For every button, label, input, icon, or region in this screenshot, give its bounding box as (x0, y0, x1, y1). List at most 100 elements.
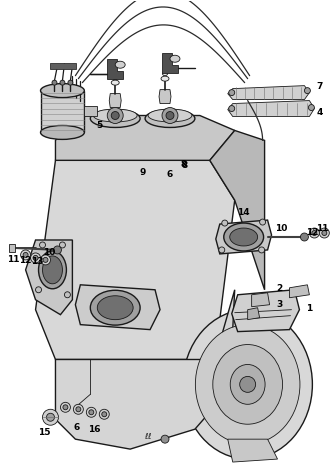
Text: 7: 7 (316, 82, 323, 91)
Ellipse shape (230, 228, 258, 246)
Text: 15: 15 (38, 428, 51, 437)
Circle shape (31, 253, 41, 263)
Circle shape (43, 257, 48, 262)
Ellipse shape (170, 55, 180, 62)
Circle shape (52, 80, 57, 85)
Circle shape (47, 413, 55, 421)
Circle shape (308, 104, 314, 111)
Circle shape (162, 107, 178, 124)
Circle shape (222, 220, 228, 226)
Circle shape (54, 246, 62, 254)
Circle shape (36, 287, 42, 293)
Ellipse shape (224, 223, 264, 251)
Text: 16: 16 (88, 425, 101, 434)
Text: 8: 8 (182, 161, 188, 170)
Polygon shape (228, 86, 309, 100)
Text: 11: 11 (316, 224, 329, 233)
Polygon shape (36, 161, 235, 360)
Polygon shape (289, 285, 309, 298)
Polygon shape (56, 290, 235, 449)
Text: 4: 4 (316, 108, 323, 117)
Ellipse shape (230, 364, 265, 404)
Circle shape (86, 407, 96, 417)
Polygon shape (109, 94, 121, 107)
Circle shape (304, 87, 310, 94)
Circle shape (64, 292, 70, 298)
Circle shape (89, 410, 94, 415)
Polygon shape (216, 220, 271, 254)
Text: 8: 8 (181, 160, 187, 169)
Circle shape (319, 228, 329, 238)
Ellipse shape (97, 296, 133, 320)
Text: $\ell\ell$: $\ell\ell$ (144, 431, 152, 441)
Text: 13: 13 (31, 257, 44, 266)
Ellipse shape (183, 310, 312, 459)
Text: 11: 11 (7, 256, 20, 265)
Circle shape (68, 80, 73, 85)
Text: 6: 6 (73, 423, 80, 432)
Polygon shape (51, 63, 76, 69)
Circle shape (309, 228, 319, 238)
Ellipse shape (115, 61, 125, 68)
Polygon shape (159, 90, 171, 104)
Circle shape (219, 247, 225, 253)
Polygon shape (75, 285, 160, 330)
Circle shape (41, 255, 51, 265)
Circle shape (63, 405, 68, 410)
Polygon shape (9, 244, 15, 252)
Text: 2: 2 (276, 284, 283, 293)
Circle shape (300, 233, 308, 241)
Text: 12: 12 (19, 256, 32, 266)
Circle shape (259, 247, 265, 253)
Circle shape (60, 242, 65, 248)
Ellipse shape (43, 256, 62, 284)
Circle shape (40, 242, 46, 248)
Ellipse shape (41, 125, 84, 139)
Circle shape (76, 407, 81, 412)
Circle shape (23, 252, 28, 257)
Circle shape (322, 230, 327, 236)
Text: 6: 6 (167, 170, 173, 179)
Text: 5: 5 (96, 121, 103, 130)
Polygon shape (248, 308, 260, 320)
Polygon shape (162, 53, 178, 73)
Text: 10: 10 (275, 224, 288, 233)
Circle shape (107, 107, 123, 124)
Ellipse shape (213, 344, 282, 424)
Ellipse shape (163, 72, 167, 76)
Ellipse shape (145, 110, 195, 127)
Circle shape (260, 219, 266, 225)
Ellipse shape (41, 84, 84, 97)
Ellipse shape (111, 80, 119, 85)
Polygon shape (56, 115, 235, 161)
Circle shape (43, 409, 59, 425)
Polygon shape (41, 91, 84, 133)
Circle shape (240, 376, 256, 392)
Ellipse shape (93, 109, 137, 122)
Circle shape (33, 256, 38, 260)
Circle shape (60, 80, 65, 85)
Circle shape (111, 112, 119, 120)
Polygon shape (26, 240, 72, 314)
Circle shape (102, 412, 107, 417)
Polygon shape (107, 59, 123, 79)
Polygon shape (252, 293, 270, 307)
Text: 14: 14 (237, 208, 250, 217)
Ellipse shape (195, 324, 300, 444)
Text: 3: 3 (276, 300, 283, 309)
Circle shape (73, 404, 83, 414)
Ellipse shape (39, 251, 66, 289)
Circle shape (166, 112, 174, 120)
Polygon shape (232, 290, 299, 332)
Ellipse shape (161, 76, 169, 81)
Text: 10: 10 (43, 248, 56, 257)
Circle shape (161, 435, 169, 443)
Circle shape (229, 90, 235, 95)
Ellipse shape (90, 290, 140, 325)
Circle shape (61, 402, 70, 412)
Polygon shape (210, 131, 265, 290)
Polygon shape (228, 439, 277, 462)
Circle shape (229, 105, 235, 112)
Ellipse shape (148, 109, 192, 122)
Polygon shape (228, 101, 314, 116)
